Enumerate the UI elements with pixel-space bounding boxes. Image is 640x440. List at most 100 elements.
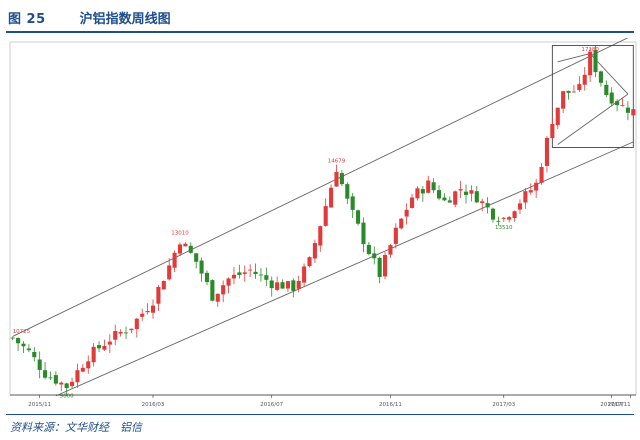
candle [415,186,420,201]
candle [275,276,280,292]
candle [21,341,26,354]
candle [210,279,215,302]
candle [37,351,42,379]
candle [10,336,15,341]
candle [625,101,630,121]
candle [145,303,150,315]
candle [318,225,323,252]
candle [356,209,361,226]
candle [312,239,317,263]
candle [134,317,139,338]
candle [302,263,307,287]
candle [96,341,102,353]
candle [215,293,220,307]
candle [102,339,107,351]
candle [253,263,258,279]
candle [409,193,415,209]
candle [366,242,371,256]
candle [361,217,366,253]
candle [345,182,350,205]
x-tick-label: 2017/11 [608,402,631,408]
candle [188,242,193,254]
candle [258,268,263,282]
candle [555,107,560,129]
candle [231,266,237,285]
candle [291,278,296,298]
candles [10,45,636,397]
candle [582,66,587,91]
candle [620,97,625,107]
candle [323,198,328,227]
candle [539,163,544,185]
candle [615,99,620,112]
candle [334,164,339,187]
candle [16,337,21,351]
candle [577,76,582,93]
candle [59,381,64,392]
candle [296,275,301,293]
candle [226,277,231,294]
candle [426,175,431,194]
x-tick-label: 2016/03 [142,402,165,408]
candle [372,246,377,265]
candle [431,178,436,193]
candle [129,328,134,334]
candle [609,87,614,106]
candle [453,190,458,208]
price-label: 9600 [60,393,74,399]
candle [75,363,80,388]
candle [561,90,566,113]
candle [523,188,528,209]
price-label: 13010 [171,231,189,237]
x-tick-label: 2017/07 [600,402,623,408]
candle [248,264,253,277]
candle [507,215,512,223]
candle [474,185,479,203]
price-label: 10725 [13,329,31,335]
candle [528,183,533,195]
candle [307,256,312,268]
candle [550,117,555,139]
source-note: 资料来源：文华财经 铝信 [10,421,142,434]
candle [501,216,506,222]
candle [91,343,96,367]
price-label: 17280 [581,47,599,53]
candle [285,280,290,292]
candle [463,184,469,204]
candle [53,371,58,386]
candle [469,185,474,202]
candle [80,363,85,373]
x-tick-label: 2016/07 [260,402,283,408]
candle [436,185,442,201]
candle [383,252,388,280]
candle [86,355,91,374]
candle [237,264,242,279]
candle [588,48,593,83]
channel-lower-line [55,141,634,397]
candle [264,267,269,287]
candle [118,329,123,337]
candle [280,279,285,289]
candle [420,186,425,202]
x-tick-label: 2015/11 [28,402,51,408]
candle [107,334,112,353]
candle [156,285,161,311]
x-tick-label: 2017/03 [492,402,515,408]
candle [167,258,172,281]
bottom-rule [6,414,634,415]
candle [26,344,31,353]
candle [485,197,490,214]
candle [199,257,204,282]
candle [43,361,48,380]
candle [350,193,355,219]
candle [598,70,603,87]
candle [204,270,210,286]
candle [442,193,447,202]
candle [604,80,609,98]
candle [377,256,382,284]
candle [631,108,636,117]
candle [534,178,539,199]
candle [458,180,463,198]
candle [566,90,571,100]
candle [571,84,576,93]
